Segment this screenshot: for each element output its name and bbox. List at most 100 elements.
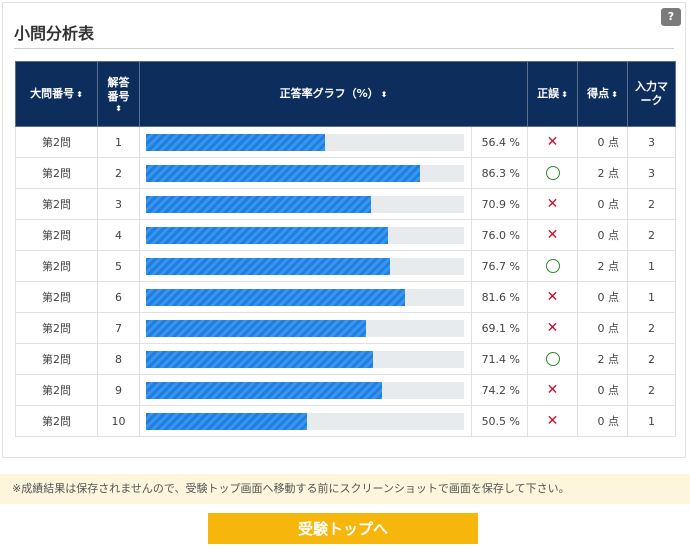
analysis-table: 大問番号 ⬍ 解答番号 ⬍ 正答率グラフ（%） ⬍ 正誤 ⬍ 得点 ⬍ 入力マーク xyxy=(15,61,677,437)
rate-bar-track xyxy=(146,195,464,213)
cell-input-mark: 2 xyxy=(627,219,677,251)
cell-input-mark: 1 xyxy=(627,405,677,437)
cell-big-question: 第2問 xyxy=(15,312,98,344)
cell-big-question: 第2問 xyxy=(15,219,98,251)
rate-bar-fill xyxy=(146,195,372,213)
cell-big-question: 第2問 xyxy=(15,157,98,189)
incorrect-cross-icon: ✕ xyxy=(546,289,559,305)
cell-input-mark: 2 xyxy=(627,312,677,344)
cell-score: 0 点 xyxy=(577,219,629,251)
rate-bar-fill xyxy=(146,412,307,430)
cell-rate-bar xyxy=(139,405,472,437)
cell-input-mark: 3 xyxy=(627,126,677,158)
cell-input-mark: 2 xyxy=(627,188,677,220)
cell-correctness: ✕ xyxy=(527,312,579,344)
cell-input-mark: 1 xyxy=(627,281,677,313)
cell-big-question: 第2問 xyxy=(15,405,98,437)
cell-score: 0 点 xyxy=(577,374,629,406)
cell-answer-number: 7 xyxy=(97,312,140,344)
cell-rate-percent: 74.2 % xyxy=(470,374,529,406)
title-divider xyxy=(14,48,674,49)
analysis-panel: 小問分析表 ? 大問番号 ⬍ 解答番号 ⬍ 正答率グラフ（%） ⬍ xyxy=(2,2,686,458)
cell-big-question: 第2問 xyxy=(15,188,98,220)
table-header-row: 大問番号 ⬍ 解答番号 ⬍ 正答率グラフ（%） ⬍ 正誤 ⬍ 得点 ⬍ 入力マーク xyxy=(15,61,677,127)
incorrect-cross-icon: ✕ xyxy=(546,134,559,150)
cell-input-mark: 2 xyxy=(627,343,677,375)
cell-correctness: ✕ xyxy=(527,126,579,158)
sort-icon[interactable]: ⬍ xyxy=(380,89,388,99)
cell-input-mark: 2 xyxy=(627,374,677,406)
header-rate-graph[interactable]: 正答率グラフ（%） ⬍ xyxy=(138,61,529,127)
header-answer-number[interactable]: 解答番号 ⬍ xyxy=(97,61,140,127)
header-input-mark: 入力マーク xyxy=(627,61,677,127)
correct-circle-icon xyxy=(545,259,560,273)
cell-correctness: ✕ xyxy=(527,374,579,406)
correct-circle-icon xyxy=(545,166,560,180)
rate-bar-track xyxy=(146,164,464,182)
rate-bar-track xyxy=(146,319,464,337)
cell-answer-number: 3 xyxy=(97,188,140,220)
sort-icon[interactable]: ⬍ xyxy=(115,103,122,113)
sort-icon[interactable]: ⬍ xyxy=(76,89,83,99)
rate-bar-track xyxy=(146,350,464,368)
sort-icon[interactable]: ⬍ xyxy=(611,89,618,99)
cell-correctness xyxy=(527,343,579,375)
incorrect-cross-icon: ✕ xyxy=(546,320,559,336)
cell-big-question: 第2問 xyxy=(15,343,98,375)
cell-correctness xyxy=(527,250,579,282)
rate-bar-track xyxy=(146,412,464,430)
header-correctness[interactable]: 正誤 ⬍ xyxy=(527,61,579,127)
cell-rate-percent: 70.9 % xyxy=(470,188,529,220)
cell-correctness: ✕ xyxy=(527,219,579,251)
header-big-question[interactable]: 大問番号 ⬍ xyxy=(15,61,98,127)
page-title: 小問分析表 xyxy=(14,24,95,43)
cell-input-mark: 3 xyxy=(627,157,677,189)
rate-bar-fill xyxy=(146,288,406,306)
cell-rate-percent: 50.5 % xyxy=(470,405,529,437)
cell-rate-bar xyxy=(139,250,472,282)
cell-rate-percent: 81.6 % xyxy=(470,281,529,313)
cell-answer-number: 5 xyxy=(97,250,140,282)
cell-rate-bar xyxy=(139,157,472,189)
cell-answer-number: 1 xyxy=(97,126,140,158)
cell-answer-number: 2 xyxy=(97,157,140,189)
incorrect-cross-icon: ✕ xyxy=(546,227,559,243)
cell-score: 0 点 xyxy=(577,312,629,344)
exam-top-button[interactable]: 受験トップへ xyxy=(208,513,478,544)
cell-rate-percent: 71.4 % xyxy=(470,343,529,375)
cell-big-question: 第2問 xyxy=(15,281,98,313)
rate-bar-track xyxy=(146,226,464,244)
cell-score: 0 点 xyxy=(577,126,629,158)
cell-answer-number: 4 xyxy=(97,219,140,251)
rate-bar-track xyxy=(146,133,464,151)
rate-bar-fill xyxy=(146,381,382,399)
header-score[interactable]: 得点 ⬍ xyxy=(577,61,629,127)
cell-big-question: 第2問 xyxy=(15,126,98,158)
cell-rate-percent: 86.3 % xyxy=(470,157,529,189)
help-icon[interactable]: ? xyxy=(661,8,681,26)
rate-bar-fill xyxy=(146,226,388,244)
incorrect-cross-icon: ✕ xyxy=(546,382,559,398)
cell-score: 2 点 xyxy=(577,157,629,189)
cell-answer-number: 6 xyxy=(97,281,140,313)
cell-rate-percent: 69.1 % xyxy=(470,312,529,344)
correct-circle-icon xyxy=(545,352,560,366)
cell-big-question: 第2問 xyxy=(15,374,98,406)
cell-rate-bar xyxy=(139,281,472,313)
cell-correctness: ✕ xyxy=(527,405,579,437)
cell-score: 0 点 xyxy=(577,281,629,313)
incorrect-cross-icon: ✕ xyxy=(546,196,559,212)
cell-correctness: ✕ xyxy=(527,188,579,220)
rate-bar-track xyxy=(146,288,464,306)
sort-icon[interactable]: ⬍ xyxy=(561,89,568,99)
cell-correctness: ✕ xyxy=(527,281,579,313)
cell-rate-percent: 56.4 % xyxy=(470,126,529,158)
cell-rate-bar xyxy=(139,374,472,406)
rate-bar-track xyxy=(146,257,464,275)
